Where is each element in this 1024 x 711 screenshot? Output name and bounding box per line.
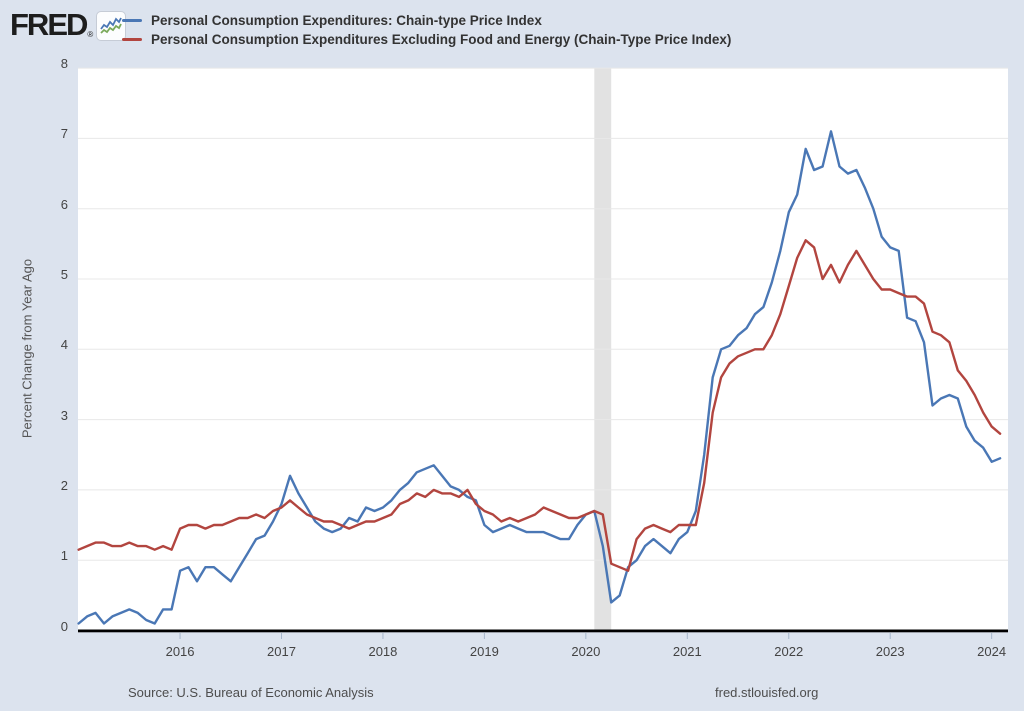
pce-line (77, 130, 1002, 625)
x-axis-line (78, 629, 1008, 633)
x-tick-label: 2019 (469, 644, 499, 659)
pce-legend-swatch (122, 19, 142, 22)
registered-trademark: ® (87, 30, 94, 39)
core-pce-legend-label: Personal Consumption Expenditures Exclud… (151, 32, 732, 47)
x-tick-label: 2022 (774, 644, 804, 659)
core-pce-line (77, 239, 1002, 572)
fred-logo[interactable]: FRED ® (10, 7, 127, 42)
y-tick-label: 0 (60, 618, 68, 634)
x-tick-label: 2024 (977, 644, 1007, 659)
x-tick-label: 2016 (165, 644, 195, 659)
legend-item-pce: Personal Consumption Expenditures: Chain… (122, 11, 731, 30)
pce-legend-label: Personal Consumption Expenditures: Chain… (151, 13, 542, 28)
site-link[interactable]: fred.stlouisfed.org (715, 685, 819, 700)
core-pce-legend-swatch (122, 38, 142, 41)
y-tick-label: 8 (60, 56, 68, 72)
y-tick-label: 2 (60, 477, 68, 493)
y-tick-label: 6 (60, 196, 68, 212)
legend-item-core-pce: Personal Consumption Expenditures Exclud… (122, 30, 731, 49)
fred-logo-text: FRED (10, 7, 88, 42)
icon-green-line (100, 23, 123, 34)
x-tick-label: 2023 (875, 644, 905, 659)
icon-blue-line (100, 17, 123, 30)
y-tick-label: 5 (60, 267, 68, 282)
x-tick-label: 2020 (571, 644, 601, 659)
source-note: Source: U.S. Bureau of Economic Analysis (128, 685, 374, 700)
fred-logo-chart-icon (96, 11, 127, 41)
x-tick-label: 2018 (368, 644, 398, 659)
y-tick-label: 1 (60, 548, 68, 564)
y-tick-label: 7 (60, 126, 68, 142)
y-tick-label: 4 (60, 337, 68, 353)
legend: Personal Consumption Expenditures: Chain… (122, 11, 731, 49)
y-tick-label: 3 (60, 407, 68, 423)
x-tick-label: 2017 (267, 644, 296, 659)
x-tick-label: 2021 (672, 644, 702, 659)
